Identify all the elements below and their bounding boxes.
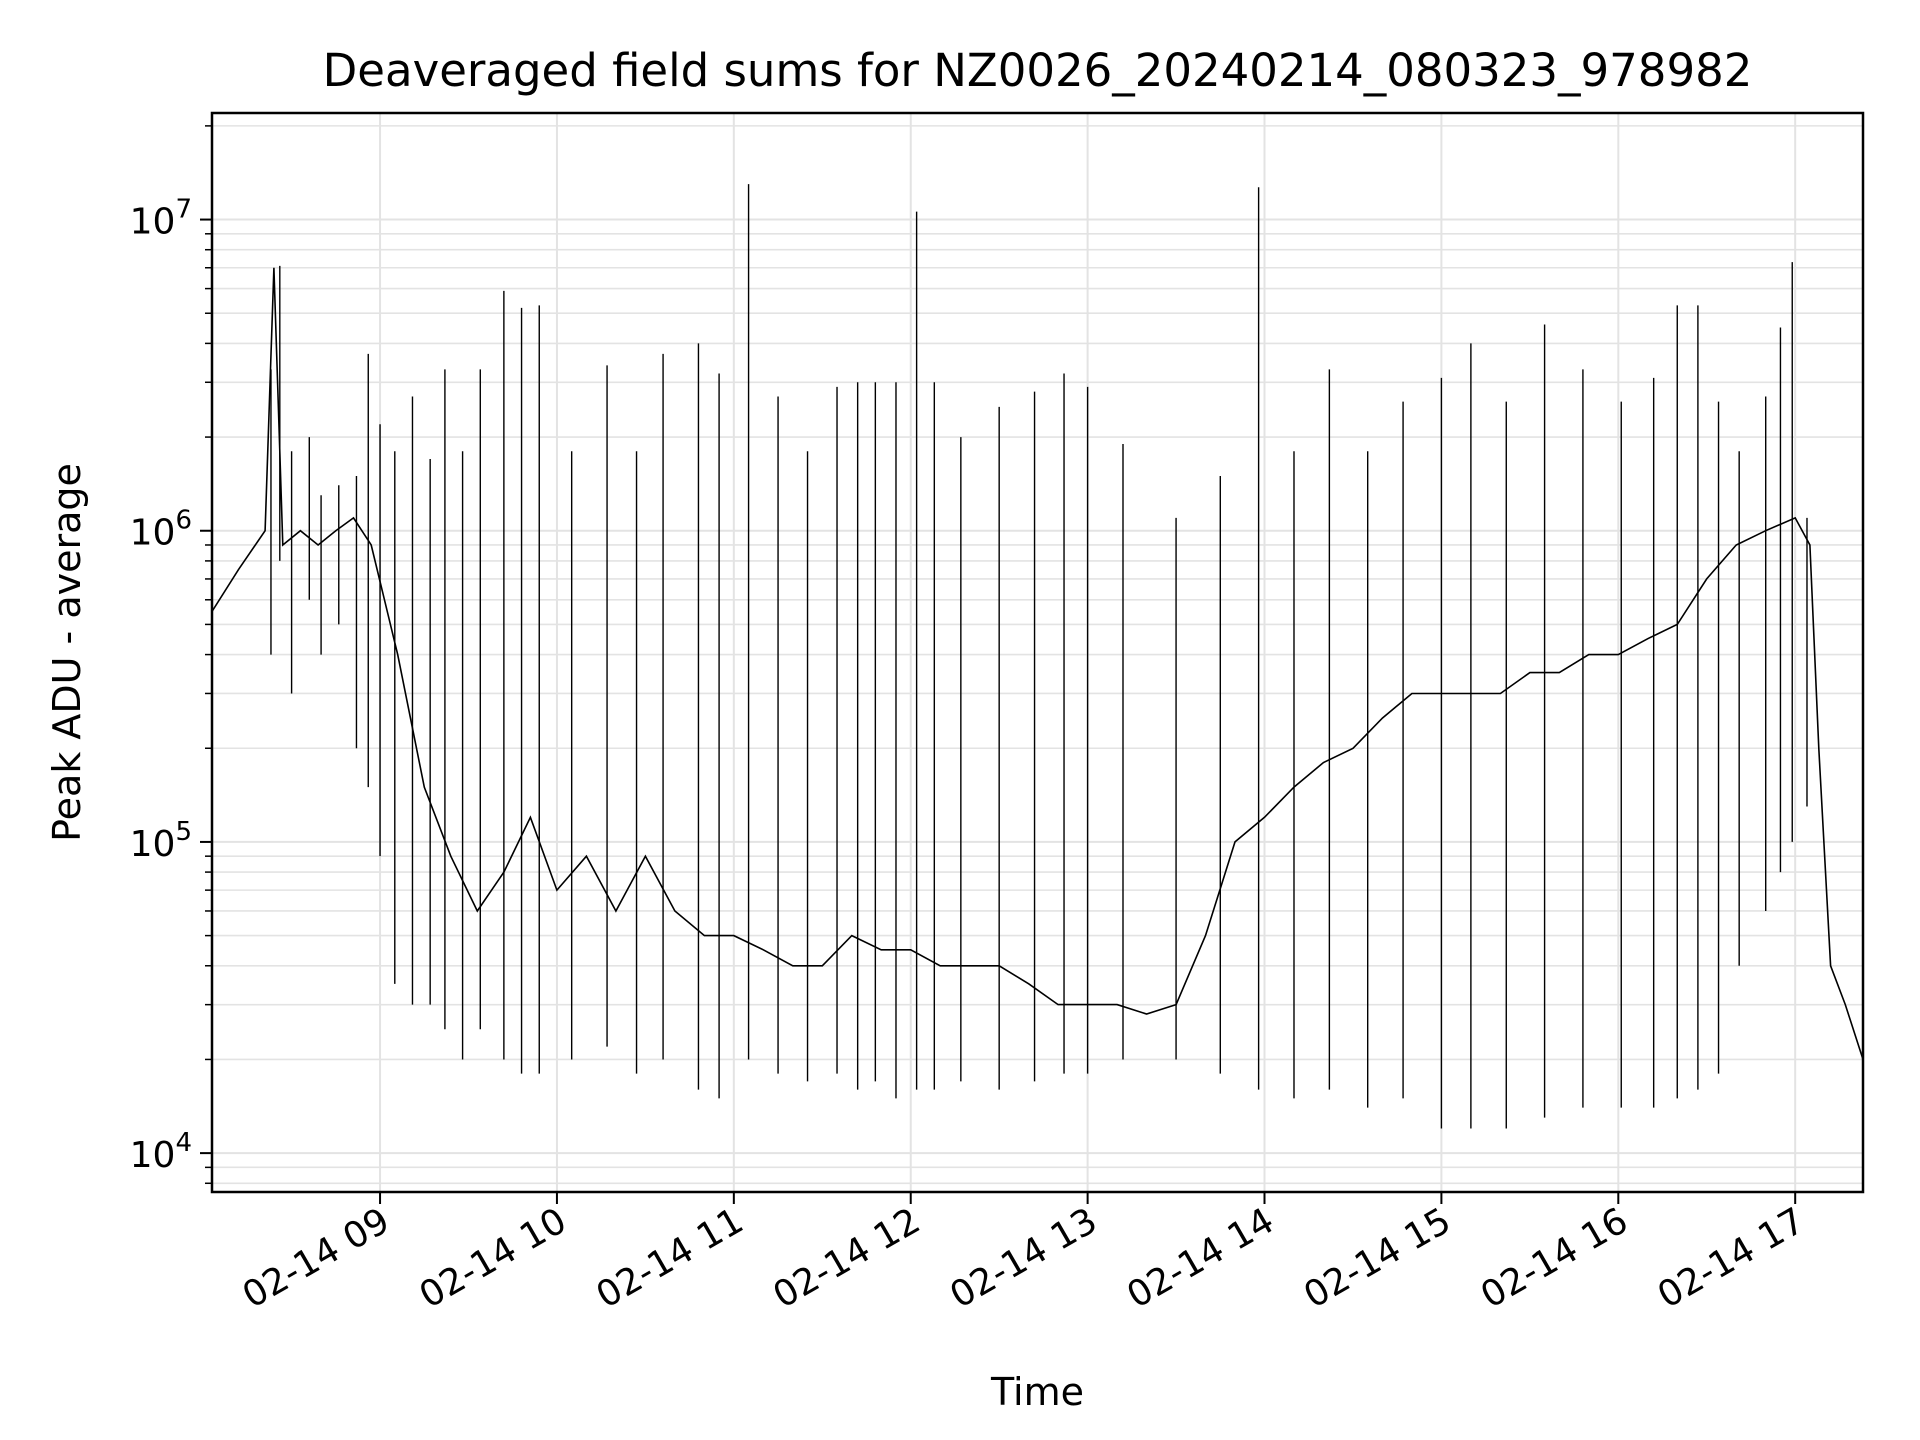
plot-area <box>212 184 1863 1129</box>
y-axis-label: Peak ADU - average <box>45 463 89 842</box>
y-tick-base: 10 <box>130 202 176 243</box>
x-axis-label: Time <box>990 1370 1084 1414</box>
axes-frame <box>210 111 1865 1194</box>
y-tick-exponent: 6 <box>175 506 192 536</box>
chart-title: Deaveraged field sums for NZ0026_2024021… <box>323 44 1753 97</box>
y-tick-label: 104 <box>130 1128 192 1176</box>
y-tick-label: 106 <box>130 506 192 554</box>
y-tick-exponent: 5 <box>175 817 192 847</box>
y-tick-exponent: 4 <box>175 1128 192 1158</box>
y-tick-base: 10 <box>130 824 176 865</box>
y-tick-label: 105 <box>130 817 192 865</box>
series-line <box>212 267 1863 1060</box>
y-tick-base: 10 <box>130 1135 176 1176</box>
y-tick-label: 107 <box>130 195 192 243</box>
y-tick-exponent: 7 <box>175 195 192 225</box>
y-tick-base: 10 <box>130 513 176 554</box>
